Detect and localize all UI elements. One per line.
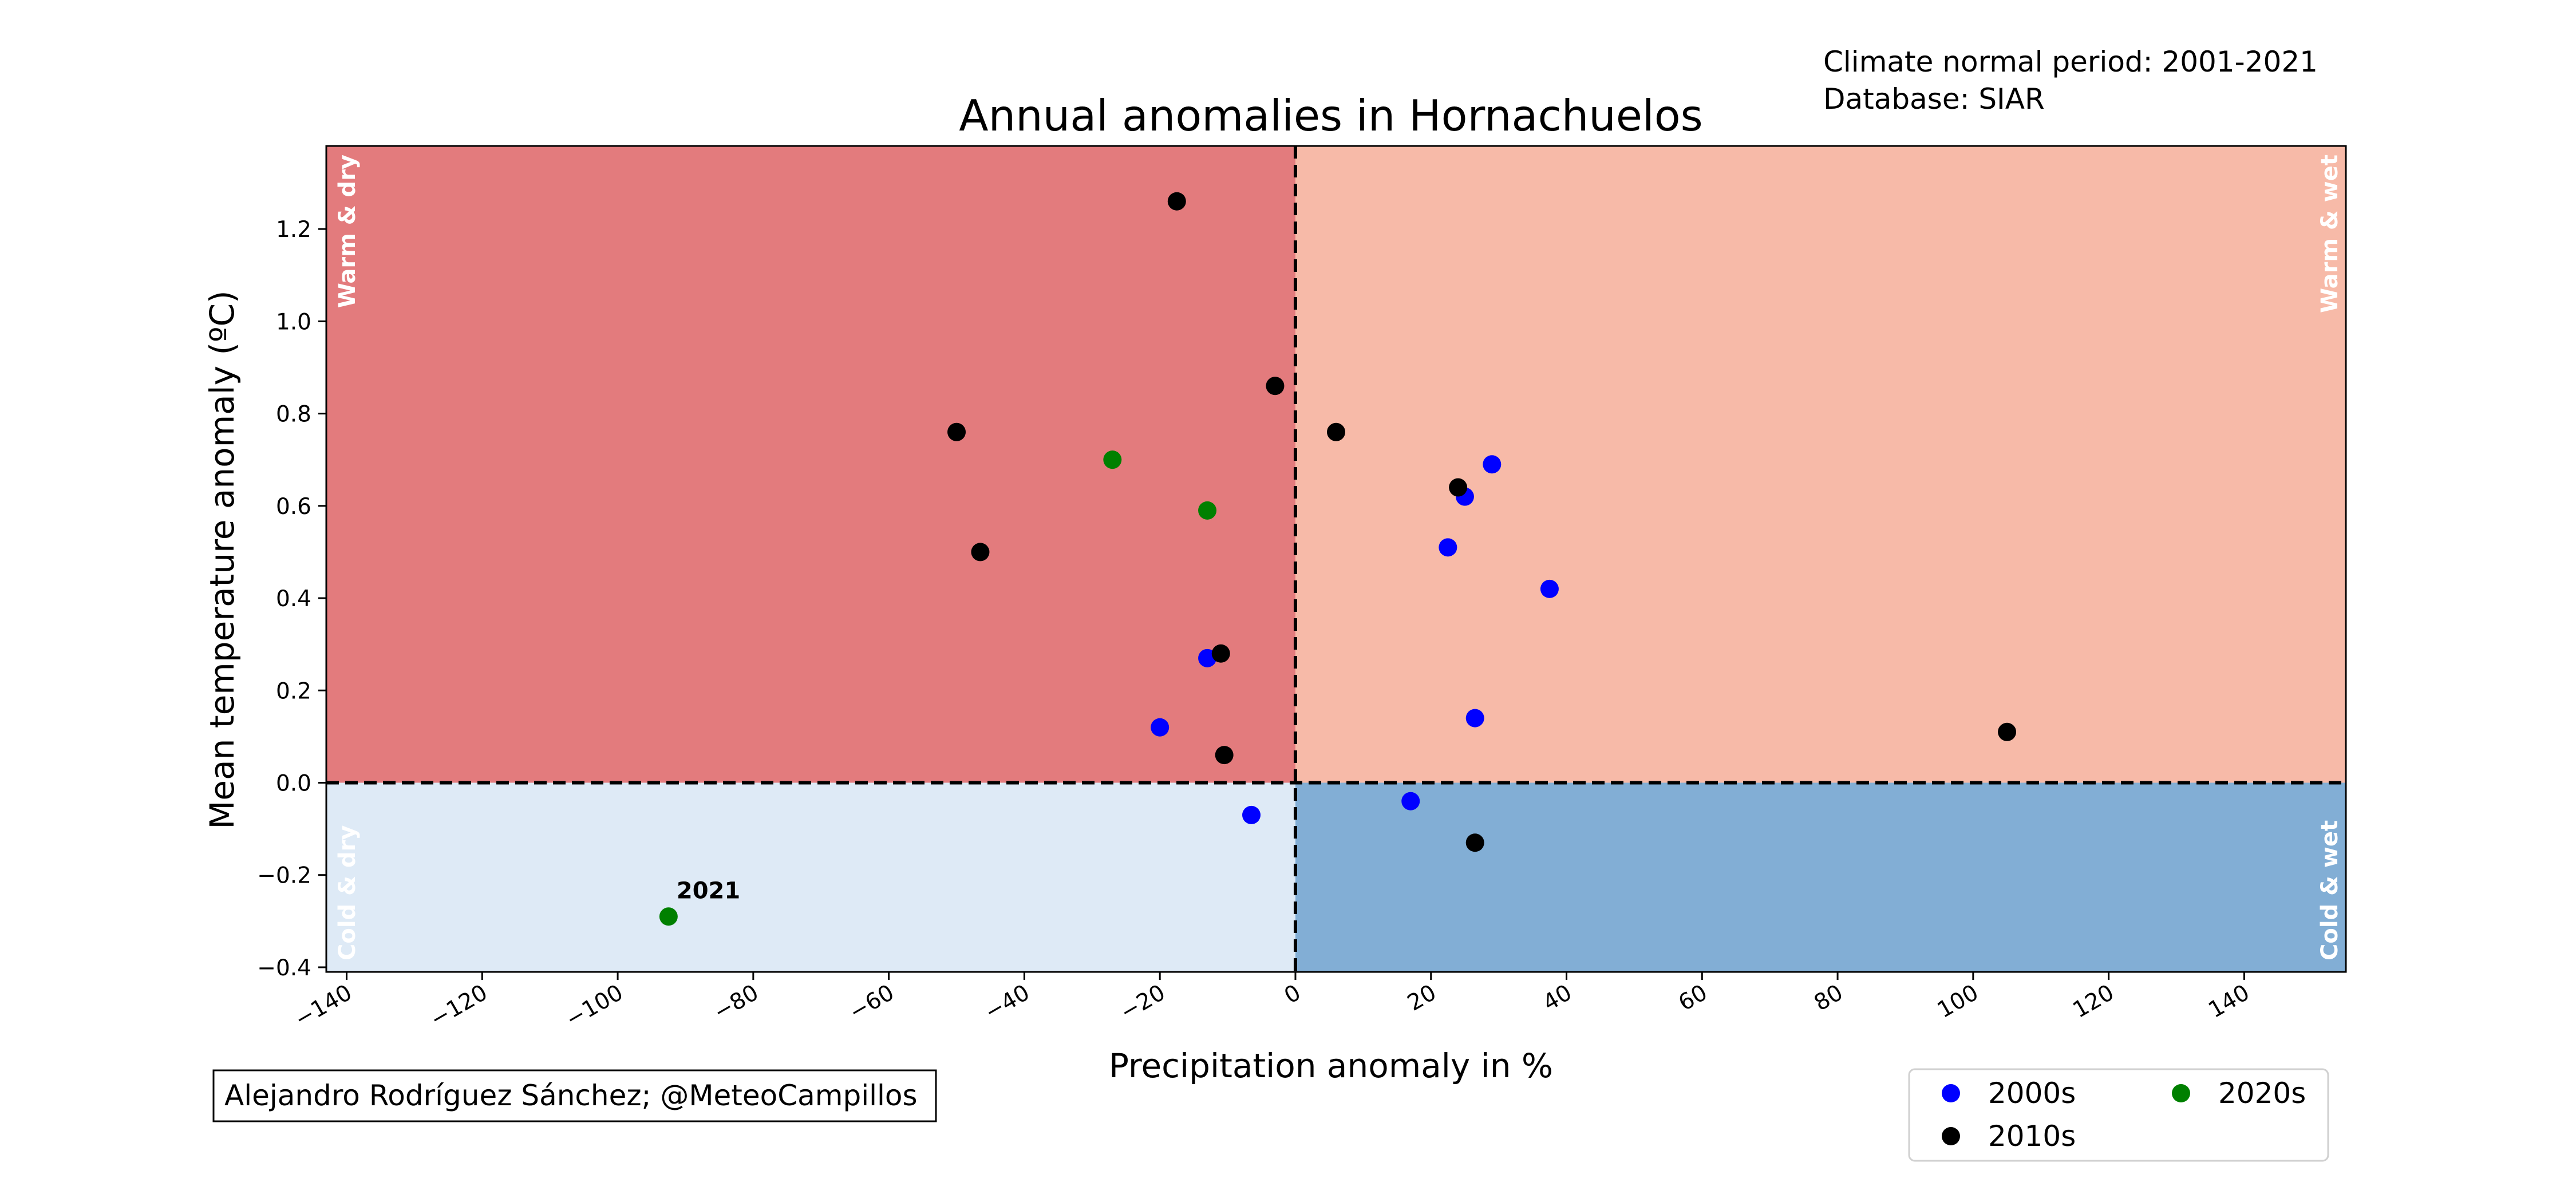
x-tick-label: −80 [709,980,763,1026]
y-tick-label: 1.0 [276,309,311,335]
x-tick-label: 140 [2204,980,2254,1023]
point-2000s-8 [1540,579,1559,598]
point-2010s-0 [947,422,966,441]
quadrant-labels: Warm & dry Warm & wet Cold & dry Cold & wet [334,155,2343,960]
chart-title: Annual anomalies in Hornachuelos [959,90,1702,141]
x-tick-label: −100 [562,980,627,1033]
x-tick-label: 40 [1539,980,1576,1017]
x-tick-label: 100 [1933,980,1983,1023]
annotation-0: 2021 [677,877,740,904]
x-axis-ticks: −140 −120 −100 −80 −60 −40 −20 0 20 40 60 80 100 120 1… [290,972,2254,1033]
point-2010s-1 [971,543,990,562]
point-2000s-6 [1465,709,1484,727]
point-2010s-6 [1327,422,1345,441]
point-2020s-2 [1198,501,1217,520]
quadrant-label-cold-wet: Cold & wet [2317,820,2343,960]
quadrant-cold-dry [326,782,1295,972]
quadrant-backgrounds [326,146,2346,972]
y-tick-label: −0.4 [257,955,311,981]
x-tick-label: −120 [426,980,492,1033]
credit-text: Alejandro Rodríguez Sánchez; @MeteoCampi… [224,1079,918,1112]
point-2000s-0 [1151,718,1170,737]
info-line-normal-period: Climate normal period: 2001-2021 [1823,45,2318,78]
x-tick-label: 20 [1403,980,1440,1017]
point-2020s-0 [659,907,678,926]
legend-marker-2000s [1942,1084,1960,1102]
point-2000s-3 [1401,792,1420,810]
x-tick-label: 120 [2069,980,2119,1023]
y-tick-label: 1.2 [276,217,311,243]
info-line-database: Database: SIAR [1823,82,2045,116]
point-2010s-5 [1266,377,1285,396]
y-tick-label: 0.6 [276,494,311,520]
point-2000s-2 [1242,805,1261,824]
legend-marker-2010s [1942,1127,1960,1145]
legend-label-2010s: 2010s [1988,1120,2076,1153]
x-tick-label: −20 [1116,980,1170,1026]
point-2010s-7 [1449,478,1468,497]
point-2010s-9 [1998,722,2017,741]
legend: 2000s 2010s 2020s [1908,1068,2329,1162]
point-2020s-1 [1103,450,1122,469]
y-tick-label: 0.4 [276,586,311,612]
y-tick-label: 0.0 [276,770,311,796]
annotations: 2021 [677,877,740,904]
legend-label-2000s: 2000s [1988,1077,2076,1110]
point-2010s-2 [1167,192,1186,211]
point-2000s-7 [1483,455,1502,474]
x-axis-label: Precipitation anomaly in % [1109,1046,1553,1085]
credit-box: Alejandro Rodríguez Sánchez; @MeteoCampi… [212,1069,937,1122]
point-2010s-8 [1465,833,1484,852]
y-tick-label: 0.8 [276,402,311,428]
point-2010s-4 [1215,746,1234,765]
x-tick-label: −60 [845,980,899,1026]
point-2000s-4 [1439,538,1457,557]
quadrant-label-warm-dry: Warm & dry [334,155,361,308]
y-tick-label: 0.2 [276,678,311,704]
plot-frame [325,145,2347,973]
reference-lines [326,146,2346,972]
x-tick-label: 80 [1810,980,1847,1017]
quadrant-label-cold-dry: Cold & dry [334,825,361,960]
quadrant-label-warm-wet: Warm & wet [2317,155,2343,313]
x-tick-label: −140 [290,980,356,1033]
quadrant-warm-dry [326,146,1295,783]
legend-marker-2020s [2172,1084,2190,1102]
quadrant-warm-wet [1295,146,2346,783]
x-tick-label: −40 [981,980,1034,1026]
y-axis-label: Mean temperature anomaly (ºC) [203,290,242,829]
legend-label-2020s: 2020s [2218,1077,2306,1110]
point-2010s-3 [1211,644,1230,663]
quadrant-cold-wet [1295,782,2346,972]
x-tick-label: 0 [1280,980,1305,1009]
data-points [659,192,2017,926]
y-axis-ticks: −0.4 −0.2 0.0 0.2 0.4 0.6 0.8 1.0 1.2 [257,217,326,981]
y-tick-label: −0.2 [257,863,311,889]
x-tick-label: 60 [1674,980,1712,1017]
